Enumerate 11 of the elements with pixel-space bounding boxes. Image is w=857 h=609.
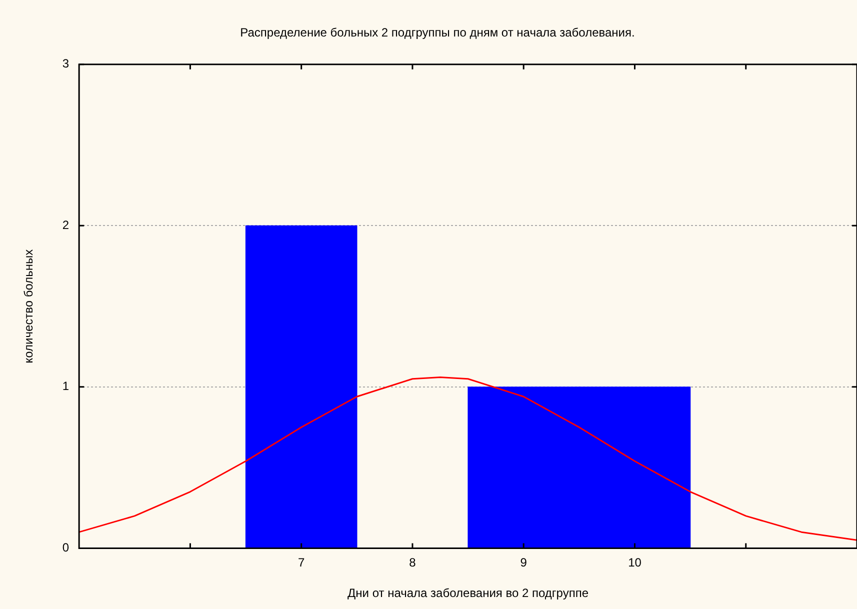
y-tick-label: 1 bbox=[62, 379, 70, 394]
chart-title: Распределение больных 2 подгруппы по дням от начала заболевания. bbox=[240, 26, 635, 40]
x-tick-label: 7 bbox=[298, 556, 305, 570]
x-tick-label: 9 bbox=[520, 556, 528, 570]
x-tick-label: 8 bbox=[409, 556, 416, 570]
x-tick-label: 10 bbox=[628, 556, 642, 570]
y-tick-label: 2 bbox=[62, 218, 70, 232]
x-axis-title: Дни от начала заболевания во 2 подгруппе bbox=[348, 586, 589, 600]
y-axis-title: количество больных bbox=[22, 249, 36, 364]
y-tick-label: 0 bbox=[62, 540, 70, 555]
y-tick-label: 3 bbox=[62, 56, 70, 71]
